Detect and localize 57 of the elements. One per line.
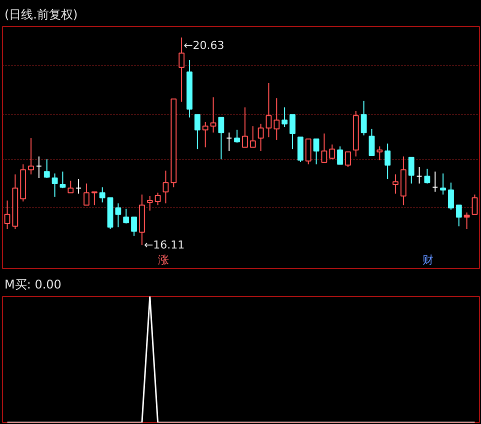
candlestick (274, 98, 280, 140)
candlestick (60, 171, 66, 189)
candlestick (368, 128, 375, 156)
candlestick (448, 182, 454, 210)
candlestick (68, 180, 74, 194)
candlestick (250, 126, 256, 148)
annotation: 财 (422, 254, 434, 266)
annotation: ←16.11 (144, 238, 185, 252)
candlestick (146, 195, 153, 212)
candlestick (266, 82, 272, 138)
candlestick (424, 168, 430, 184)
candlestick (432, 171, 438, 192)
candlestick (242, 106, 248, 148)
candlestick (337, 146, 343, 165)
candlestick (345, 151, 351, 168)
candlestick (162, 170, 169, 204)
candlestick (416, 166, 422, 184)
candlestick (115, 202, 122, 228)
candlestick (297, 136, 304, 162)
candlestick (472, 194, 478, 215)
candlestick (226, 132, 232, 152)
candlestick (440, 172, 446, 196)
candlestick (234, 129, 240, 144)
candlestick (76, 178, 82, 194)
candlestick (178, 37, 185, 102)
candlestick (4, 200, 10, 230)
candlestick (329, 144, 336, 160)
candlestick (282, 106, 288, 128)
chart-title: M买: 0.00 (4, 278, 62, 292)
candlestick (321, 132, 328, 163)
candlestick (210, 96, 216, 134)
candlestick (131, 216, 137, 236)
candlestick (194, 114, 200, 150)
candlestick (360, 100, 367, 136)
candlestick (99, 186, 106, 203)
candlestick (464, 212, 470, 230)
candlestick (384, 143, 391, 180)
candlestick (154, 192, 161, 206)
candlestick (456, 204, 462, 227)
candlestick (28, 138, 34, 175)
candlestick (123, 208, 130, 224)
candlestick (290, 114, 296, 150)
candlestick (44, 158, 50, 179)
candlestick (392, 174, 398, 194)
candlestick (218, 116, 224, 160)
annotation: 涨 (158, 254, 170, 266)
candlestick (36, 156, 42, 179)
candlestick (258, 123, 264, 152)
candlestick (305, 138, 312, 165)
candlestick (84, 183, 90, 206)
candlestick (52, 172, 58, 198)
candlestick (202, 122, 208, 148)
chart-title: (日线.前复权) (4, 8, 78, 22)
candlestick (408, 156, 414, 184)
candlestick (376, 146, 383, 161)
annotation: ←20.63 (184, 39, 224, 52)
candlestick (313, 138, 320, 165)
